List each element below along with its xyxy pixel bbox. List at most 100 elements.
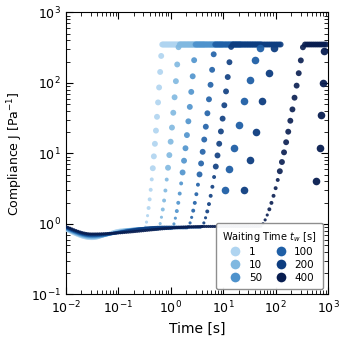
Point — [226, 42, 231, 47]
Point — [211, 42, 217, 47]
Point — [199, 224, 205, 229]
Point — [167, 224, 172, 230]
Point — [98, 233, 103, 239]
Point — [147, 226, 152, 232]
Point — [323, 42, 329, 47]
Point — [193, 42, 198, 47]
Point — [73, 228, 79, 233]
Point — [153, 225, 158, 231]
Point — [123, 227, 128, 233]
Point — [131, 227, 137, 233]
Point — [110, 229, 116, 235]
Point — [175, 42, 181, 47]
Point — [230, 42, 235, 47]
Point — [239, 42, 244, 47]
Point — [315, 42, 321, 47]
Point — [134, 228, 140, 234]
Point — [91, 236, 97, 241]
Point — [177, 224, 183, 230]
Point — [246, 224, 251, 229]
Point — [253, 130, 258, 135]
Point — [127, 227, 133, 233]
Point — [183, 224, 188, 230]
Point — [209, 67, 215, 73]
Point — [112, 230, 118, 236]
Point — [98, 233, 103, 238]
Point — [170, 110, 176, 116]
Point — [148, 225, 154, 231]
Point — [168, 139, 174, 145]
Point — [191, 224, 196, 230]
Point — [197, 42, 203, 47]
Point — [227, 59, 232, 65]
Point — [154, 226, 159, 231]
Point — [250, 42, 256, 47]
Point — [304, 42, 310, 47]
Point — [149, 226, 155, 231]
Point — [71, 228, 77, 233]
Point — [115, 230, 120, 235]
Point — [124, 227, 129, 233]
Point — [105, 231, 110, 237]
Point — [145, 213, 150, 218]
Point — [126, 227, 132, 233]
Point — [223, 188, 228, 193]
Point — [101, 233, 106, 238]
Point — [246, 42, 251, 47]
Point — [176, 44, 181, 50]
Point — [205, 110, 210, 116]
Point — [75, 229, 80, 235]
Point — [206, 97, 212, 102]
Point — [95, 234, 100, 239]
Point — [152, 141, 158, 147]
Point — [247, 158, 252, 163]
Point — [225, 42, 230, 47]
Point — [176, 225, 182, 230]
Point — [196, 42, 201, 47]
Point — [66, 227, 71, 233]
Point — [126, 227, 131, 232]
Point — [180, 224, 186, 230]
Point — [129, 227, 135, 233]
Point — [161, 226, 167, 231]
Point — [143, 228, 148, 233]
Point — [129, 226, 134, 232]
Point — [266, 70, 272, 75]
Point — [76, 229, 81, 234]
Point — [261, 42, 266, 47]
Point — [97, 235, 102, 240]
Point — [114, 230, 120, 235]
Point — [170, 225, 176, 231]
Point — [206, 224, 211, 229]
Point — [112, 228, 118, 234]
Point — [168, 225, 174, 231]
Point — [192, 42, 198, 47]
Point — [171, 225, 177, 231]
Point — [98, 234, 103, 240]
Point — [290, 107, 295, 112]
Point — [175, 62, 180, 67]
Point — [131, 227, 136, 233]
Point — [259, 42, 265, 47]
Point — [171, 42, 177, 47]
Point — [197, 172, 202, 177]
Point — [155, 226, 161, 232]
Point — [207, 42, 213, 47]
Point — [109, 231, 115, 237]
Point — [66, 226, 72, 231]
Point — [179, 225, 185, 231]
Point — [203, 42, 208, 47]
Point — [75, 233, 80, 238]
Point — [164, 225, 169, 231]
Point — [67, 228, 73, 233]
Point — [220, 116, 225, 121]
Point — [101, 231, 106, 237]
Point — [115, 229, 120, 235]
Point — [65, 226, 70, 232]
Point — [83, 233, 89, 238]
Point — [302, 42, 308, 47]
Point — [242, 42, 248, 47]
Point — [75, 231, 80, 236]
Point — [221, 103, 227, 108]
Point — [181, 42, 187, 47]
